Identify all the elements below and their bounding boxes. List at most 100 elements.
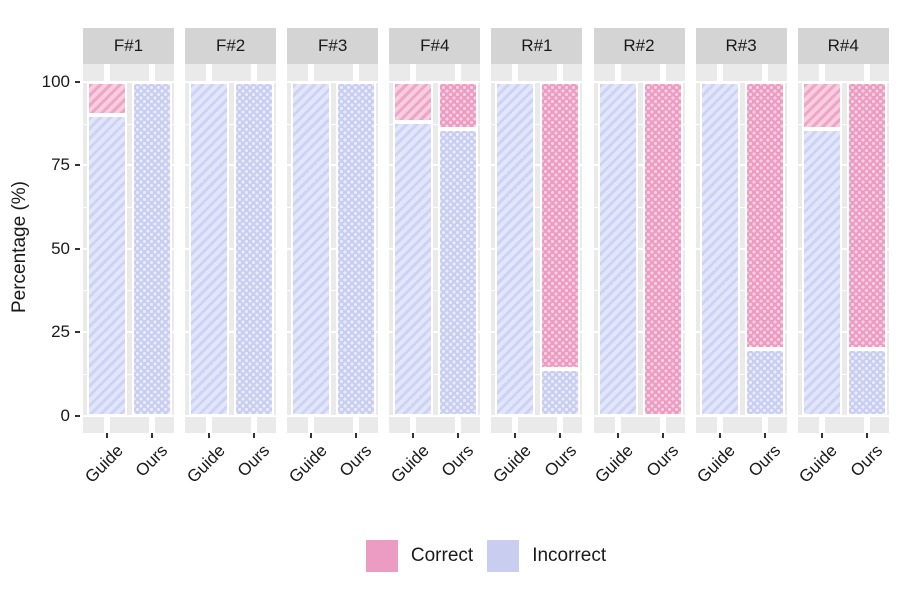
facet-panel [491,64,583,433]
facet-strip: R#1 [491,28,583,64]
gridline-major [797,414,889,417]
gridline-minor [389,123,481,125]
gridline-major [593,414,685,417]
bar-segment-correct [438,82,479,129]
gridline-major [593,81,685,83]
gridline-minor [83,373,174,375]
x-tick-label: Ours [846,441,887,481]
gridline-minor [695,290,787,292]
gridline-major [389,247,481,250]
gridline-minor [797,290,889,292]
legend-key-incorrect [487,540,520,572]
y-tick-mark [75,164,80,167]
bar-guide [801,82,842,416]
gridline-major [287,247,379,250]
gridline-minor [491,290,583,292]
bar-ours [234,82,275,416]
facet-panel [83,64,174,433]
gridline-major [287,81,379,83]
gridline-major [797,331,889,334]
bar-segment-correct [801,82,842,129]
gridline-minor [695,123,787,125]
y-tick-label: 0 [60,405,70,425]
facet-strip: R#2 [593,28,685,64]
x-tick-label: Ours [438,441,478,481]
bar-segment-incorrect [540,368,581,416]
gridline-major [287,414,379,417]
y-tick-mark [75,81,80,83]
x-tick-label: Guide [80,441,127,487]
x-tick-label: Guide [489,441,535,487]
x-tick-mark [412,433,415,438]
gridline-minor [389,290,481,292]
legend-entry-correct: Correct [365,540,474,572]
gridline-major [83,164,174,167]
gridline-minor [185,290,277,292]
bar-ours [744,82,785,416]
bar-ours [846,82,887,416]
gridline-major [593,247,685,250]
y-tick-label: 75 [51,155,70,175]
gridline-major [593,331,685,334]
gridline-minor [287,207,379,209]
bar-ours [438,82,479,416]
x-tick-label: Guide [387,441,433,487]
bar-guide [699,82,740,416]
bar-guide [189,82,230,416]
gridline-minor [593,123,685,125]
gridline-minor [491,207,583,209]
facet-panel [287,64,379,433]
x-tick-label: Guide [795,441,842,487]
gridline-minor [491,123,583,125]
gridline-major [491,81,583,83]
gridline-major [185,164,277,167]
gridline-major [491,414,583,417]
bar-segment-correct [87,82,127,116]
bar-segment-correct [540,82,581,369]
facet-strip: F#1 [83,28,174,64]
legend-label-correct: Correct [410,545,474,566]
gridline-minor [593,290,685,292]
bar-segment-correct [744,82,785,349]
gridline-minor [695,207,787,209]
gridline-minor [83,207,174,209]
gridline-minor [185,373,277,375]
gridline-major [287,331,379,334]
gridline-minor [593,207,685,209]
bar-segment-correct [846,82,887,349]
gridline-major [389,414,481,417]
gridline-minor [593,373,685,375]
gridline-major [695,331,787,334]
gridline-minor [185,123,277,125]
y-tick-label: 50 [51,238,70,258]
bar-segment-incorrect [132,82,172,416]
y-tick-label: 100 [41,72,70,91]
gridline-major [83,414,174,417]
x-tick-label: Guide [183,441,229,487]
gridline-major [287,164,379,167]
bar-ours [132,82,172,416]
facet-strip: F#2 [185,28,277,64]
facet-strip: R#3 [695,28,787,64]
gridline-major [797,247,889,250]
gridline-major [83,331,174,334]
x-tick-mark [106,433,108,438]
gridline-minor [185,207,277,209]
facet-panel [389,64,481,433]
facet-panel [797,64,889,433]
gridline-minor [83,123,174,125]
bar-guide [495,82,536,416]
gridline-minor [695,373,787,375]
facet-strip: F#3 [287,28,379,64]
x-tick-label: Ours [540,441,580,481]
x-tick-label: Guide [693,441,740,487]
gridline-major [389,331,481,334]
gridline-minor [389,373,481,375]
x-tick-label: Ours [234,441,274,481]
x-tick-mark [865,433,868,438]
gridline-major [389,81,481,83]
legend-entry-incorrect: Incorrect [487,540,606,572]
bar-segment-incorrect [189,82,230,416]
gridline-major [491,331,583,334]
